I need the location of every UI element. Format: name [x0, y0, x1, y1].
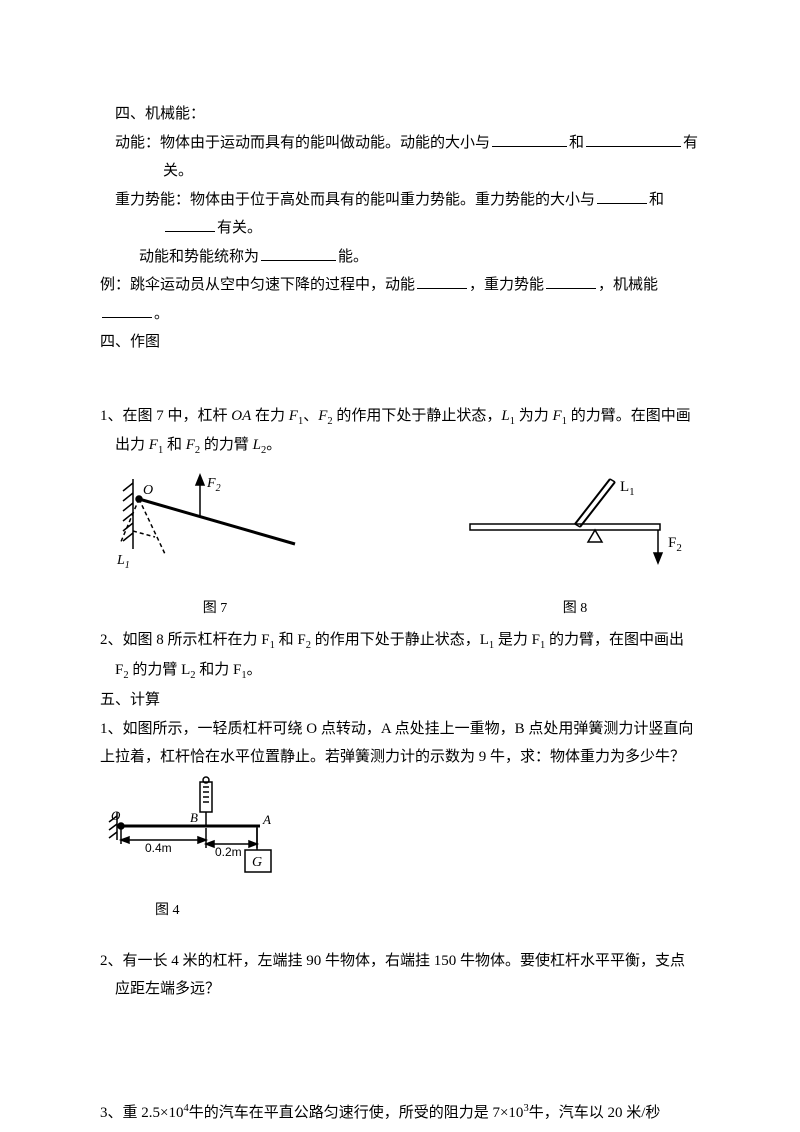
question-1-line1: 1、在图 7 中，杠杆 OA 在力 F1、F2 的作用下处于静止状态，L1 为力… [100, 402, 700, 432]
summary-line: 动能和势能统称为能。 [115, 243, 700, 272]
fig4-label-O: O [111, 808, 121, 823]
question-2-line1: 2、如图 8 所示杠杆在力 F1 和 F2 的作用下处于静止状态，L1 是力 F… [100, 626, 700, 656]
potential-energy-line2: 有关。 [115, 214, 700, 243]
section-4-title: 四、机械能： [115, 100, 700, 129]
potential-energy-line: 重力势能：物体由于位于高处而具有的能叫重力势能。重力势能的大小与和 [115, 186, 700, 215]
question-1-line2: 出力 F1 和 F2 的力臂 L2。 [115, 431, 700, 461]
calc-1-line2: 上拉着，杠杆恰在水平位置静止。若弹簧测力计的示数为 9 牛，求：物体重力为多少牛… [100, 743, 700, 772]
example-line: 例：跳伞运动员从空中匀速下降的过程中，动能，重力势能，机械能 [100, 271, 700, 300]
calc-2-line2: 应距左端多远？ [115, 975, 700, 1004]
fig7-label-L1: L1 [116, 553, 130, 571]
calc-3-line1: 3、重 2.5×104牛的汽车在平直公路匀速行使，所受的阻力是 7×103牛，汽… [100, 1099, 700, 1128]
kinetic-energy-line2: 关。 [115, 157, 700, 186]
figure-4-caption: 图 4 [105, 898, 700, 925]
question-2-line2: F2 的力臂 L2 和力 F1。 [115, 656, 700, 686]
fig4-dim-04: 0.4m [145, 841, 172, 855]
fig4-label-A: A [262, 812, 271, 827]
figure-4: O B A G 0.4m 0.2m 图 4 [105, 772, 700, 925]
calc-2-line1: 2、有一长 4 米的杠杆，左端挂 90 牛物体，右端挂 150 牛物体。要使杠杆… [100, 947, 700, 976]
fig8-label-F2: F2 [668, 535, 682, 554]
figure-7-caption: 图 7 [115, 596, 315, 623]
fig8-label-L1: L1 [620, 479, 635, 498]
figure-8-caption: 图 8 [460, 596, 690, 623]
fig7-label-F2: F2 [206, 476, 221, 494]
kinetic-energy-line: 动能：物体由于运动而具有的能叫做动能。动能的大小与和有 [115, 129, 700, 158]
figure-8: L1 F2 图 8 [460, 469, 690, 622]
figures-row-7-8: O F2 L1 图 7 L1 F2 图 8 [115, 469, 700, 622]
example-blank: 。 [100, 300, 700, 329]
fig4-label-G: G [252, 855, 262, 870]
calc-1-line1: 1、如图所示，一轻质杠杆可绕 O 点转动，A 点处挂上一重物，B 点处用弹簧测力… [100, 715, 700, 744]
figure-7: O F2 L1 图 7 [115, 469, 315, 622]
section-draw-title: 四、作图 [100, 328, 700, 357]
fig4-dim-02: 0.2m [215, 845, 242, 859]
section-5-title: 五、计算 [100, 686, 700, 715]
fig4-label-B: B [190, 810, 198, 825]
fig7-label-O: O [143, 483, 153, 498]
